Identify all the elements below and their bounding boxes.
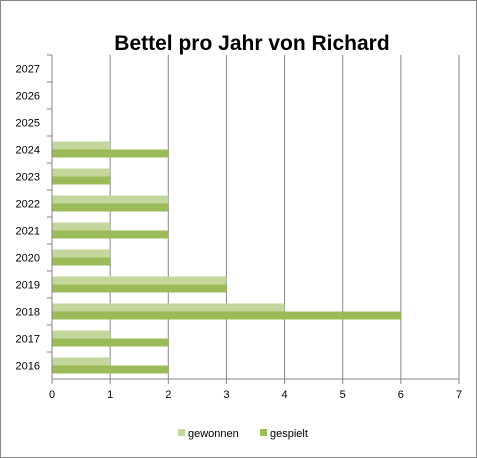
bar-gespielt-2016 [52, 365, 169, 374]
y-tick-label: 2022 [16, 199, 40, 211]
bar-gewonnen-2018 [52, 303, 285, 312]
chart-title: Bettel pro Jahr von Richard [114, 32, 389, 55]
axes [47, 54, 460, 384]
x-tick-label: 6 [398, 389, 404, 401]
x-tick-label: 1 [107, 389, 113, 401]
y-tick-label: 2021 [16, 226, 40, 238]
bar-gewonnen-2022 [52, 195, 169, 204]
grid-lines [109, 55, 460, 379]
legend: gewonnen gespielt [178, 428, 308, 440]
y-tick-label: 2018 [16, 307, 40, 319]
x-tick-label: 5 [340, 389, 346, 401]
bar-gespielt-2019 [52, 284, 227, 293]
y-axis-tick-labels: 2016 2017 2018 2019 2020 2021 2022 2023 2024 2025… [16, 64, 40, 373]
y-tick-label: 2024 [16, 145, 40, 157]
y-tick-label: 2026 [16, 91, 40, 103]
x-tick-label: 0 [49, 389, 55, 401]
x-axis-tick-labels: 0 1 2 3 4 5 6 7 [49, 389, 462, 401]
bar-gespielt-2017 [52, 338, 169, 347]
y-tick-label: 2025 [16, 118, 40, 130]
x-tick-label: 7 [456, 389, 462, 401]
y-tick-label: 2023 [16, 172, 40, 184]
bar-gewonnen-2023 [52, 168, 111, 177]
x-tick-label: 2 [165, 389, 171, 401]
y-tick-label: 2017 [16, 334, 40, 346]
bar-gewonnen-2017 [52, 330, 111, 339]
legend-label-gespielt: gespielt [270, 428, 308, 440]
bar-gespielt-2018 [52, 311, 401, 320]
bar-gewonnen-2019 [52, 276, 227, 285]
bar-gespielt-2020 [52, 257, 111, 266]
bar-gewonnen-2021 [52, 222, 111, 231]
bar-gewonnen-2020 [52, 249, 111, 258]
legend-swatch-gespielt [260, 429, 267, 436]
x-tick-label: 4 [282, 389, 288, 401]
bar-gespielt-2022 [52, 203, 169, 212]
legend-swatch-gewonnen [178, 429, 185, 436]
y-tick-label: 2019 [16, 280, 40, 292]
y-tick-label: 2016 [16, 361, 40, 373]
y-tick-label: 2020 [16, 253, 40, 265]
bar-gewonnen-2016 [52, 357, 111, 366]
bars [52, 141, 401, 374]
y-tick-label: 2027 [16, 64, 40, 76]
bar-gespielt-2021 [52, 230, 169, 239]
bar-gewonnen-2024 [52, 141, 111, 150]
x-tick-label: 3 [223, 389, 229, 401]
bar-gespielt-2023 [52, 176, 111, 185]
bar-gespielt-2024 [52, 149, 169, 158]
legend-label-gewonnen: gewonnen [188, 428, 239, 440]
